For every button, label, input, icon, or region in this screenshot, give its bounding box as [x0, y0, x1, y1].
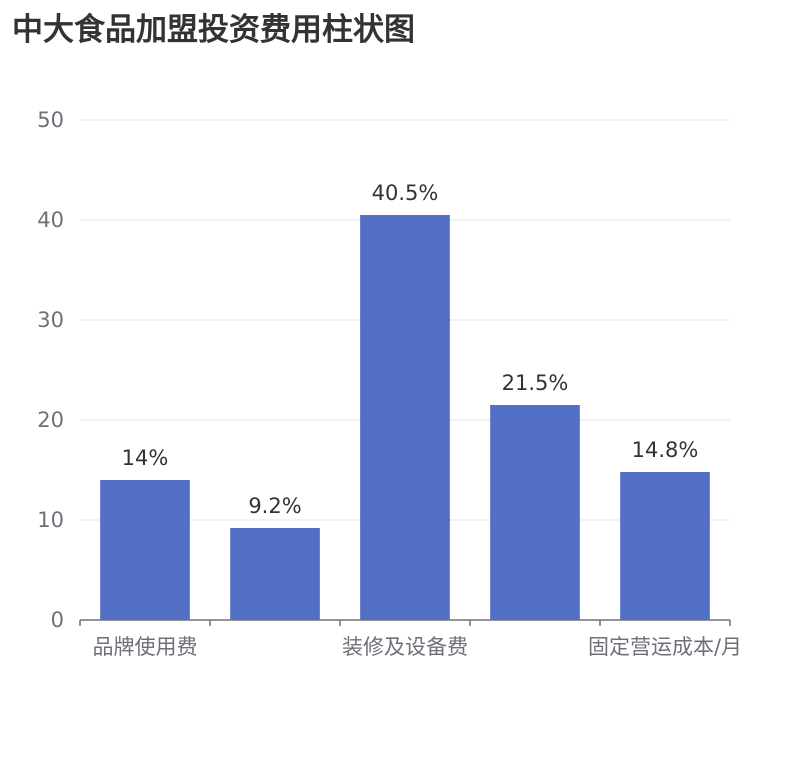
data-labels: 14% 9.2% 40.5% 21.5% 14.8%: [122, 181, 699, 518]
y-tick-label: 40: [37, 208, 64, 232]
x-category-label: 品牌使用费: [93, 635, 198, 659]
chart-title: 中大食品加盟投资费用柱状图: [12, 12, 415, 48]
bar-value-label: 14.8%: [632, 438, 699, 462]
y-tick-label: 30: [37, 308, 64, 332]
bar-value-label: 40.5%: [372, 181, 439, 205]
y-tick-label: 20: [37, 408, 64, 432]
bar: [620, 472, 710, 620]
bar: [490, 405, 580, 620]
bars: [100, 215, 710, 620]
bar: [230, 528, 320, 620]
y-tick-label: 10: [37, 508, 64, 532]
x-axis: [79, 619, 731, 626]
bar: [100, 480, 190, 620]
x-category-label: 固定营运成本/月: [588, 635, 742, 659]
bar-value-label: 14%: [122, 446, 169, 470]
bar-value-label: 9.2%: [248, 494, 301, 518]
x-category-label: 装修及设备费: [342, 635, 468, 659]
bar-value-label: 21.5%: [502, 371, 569, 395]
y-axis-ticks: 0 10 20 30 40 50: [37, 108, 64, 632]
bar: [360, 215, 450, 620]
x-axis-categories: 品牌使用费 装修及设备费 固定营运成本/月: [93, 635, 743, 659]
y-tick-label: 0: [51, 608, 64, 632]
y-tick-label: 50: [37, 108, 64, 132]
